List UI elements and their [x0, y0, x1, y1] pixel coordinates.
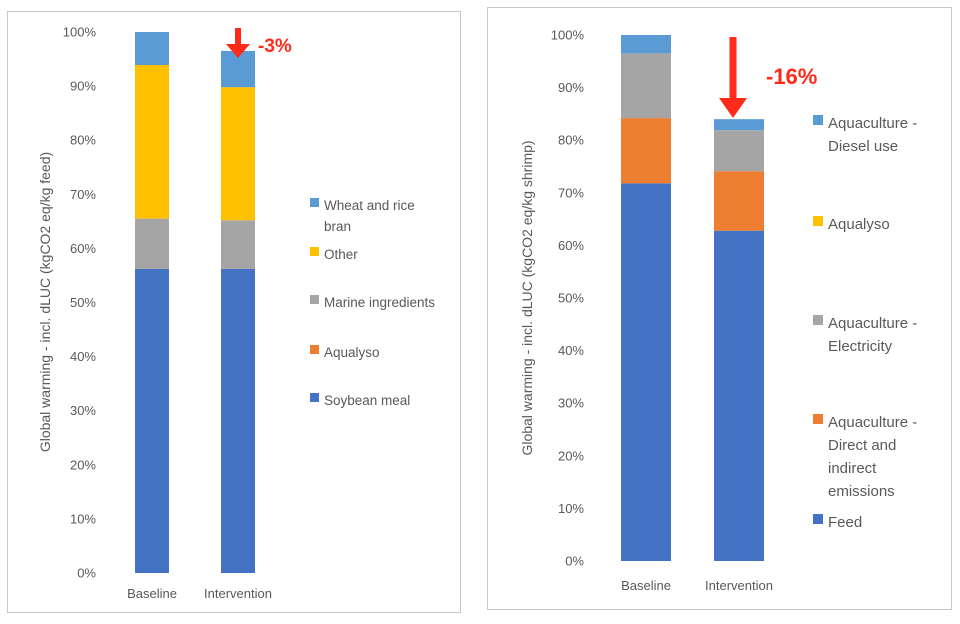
- bar-segment: [135, 218, 169, 269]
- bar-segment: [135, 268, 169, 573]
- legend-label: indirect: [828, 460, 877, 477]
- legend-swatch: [310, 295, 319, 304]
- y-tick-label: 70%: [558, 185, 584, 200]
- chart-left: 0% 10% 20% 30% 40% 50% 60% 70% 80% 90% 100% Global …: [37, 25, 435, 602]
- legend-label: Wheat and rice: [324, 198, 415, 213]
- y-tick-label: 0%: [77, 566, 96, 581]
- y-tick-label: 70%: [70, 187, 96, 202]
- legend-swatch: [310, 198, 319, 207]
- legend-label: Direct and: [828, 437, 896, 454]
- y-tick-label: 90%: [558, 80, 584, 95]
- bar-segment: [621, 53, 671, 119]
- y-tick-label: 50%: [558, 291, 584, 306]
- legend-label: Electricity: [828, 338, 893, 355]
- bar-segment: [621, 35, 671, 54]
- bar-segment: [221, 87, 255, 221]
- y-tick-label: 20%: [558, 448, 584, 463]
- legend-swatch: [310, 345, 319, 354]
- y-tick-label: 30%: [558, 396, 584, 411]
- legend-swatch: [813, 315, 823, 325]
- legend-label: Aquaculture -: [828, 315, 917, 332]
- legend-swatch: [813, 115, 823, 125]
- y-tick-label: 50%: [70, 295, 96, 310]
- legend-swatch: [813, 216, 823, 226]
- bar-segment: [621, 118, 671, 184]
- y-tick-label: 60%: [70, 241, 96, 256]
- y-tick-label: 30%: [70, 403, 96, 418]
- x-tick-label: Baseline: [621, 578, 671, 593]
- y-tick-label: 10%: [558, 501, 584, 516]
- legend-swatch: [310, 247, 319, 256]
- y-tick-label: 100%: [551, 28, 585, 43]
- bar-segment: [621, 183, 671, 561]
- bar-segment: [714, 171, 764, 231]
- y-tick-label: 0%: [565, 554, 584, 569]
- x-tick-label: Baseline: [127, 586, 177, 601]
- y-axis-title: Global warming - incl. dLUC (kgCO2 eq/kg…: [37, 152, 53, 452]
- legend-label: Marine ingredients: [324, 295, 435, 310]
- annotation-label: -16%: [766, 64, 817, 89]
- legend-label: Aqualyso: [828, 216, 890, 233]
- x-tick-label: Intervention: [204, 586, 272, 601]
- legend-label: Soybean meal: [324, 393, 410, 408]
- y-tick-label: 100%: [63, 25, 97, 40]
- bar-segment: [135, 65, 169, 219]
- legend-label: Aquaculture -: [828, 115, 917, 132]
- legend-swatch: [813, 414, 823, 424]
- x-tick-label: Intervention: [705, 578, 773, 593]
- y-tick-label: 20%: [70, 457, 96, 472]
- y-axis-title: Global warming - incl. dLUC (kgCO2 eq/kg…: [519, 140, 535, 455]
- legend-label: Aqualyso: [324, 345, 380, 360]
- legend-swatch: [310, 393, 319, 402]
- bar-segment: [714, 119, 764, 131]
- legend-label: Feed: [828, 514, 862, 531]
- legend-label: emissions: [828, 483, 895, 500]
- annotation-arrow-head: [719, 98, 747, 118]
- y-tick-label: 80%: [558, 133, 584, 148]
- annotation-arrow-shaft: [729, 37, 737, 99]
- y-tick-label: 80%: [70, 133, 96, 148]
- bar-segment: [135, 32, 169, 66]
- annotation-arrow-shaft: [235, 28, 241, 45]
- y-tick-label: 10%: [70, 511, 96, 526]
- legend-label: Other: [324, 247, 358, 262]
- legend-label: bran: [324, 219, 351, 234]
- annotation-arrow-head: [226, 44, 250, 58]
- y-tick-label: 90%: [70, 79, 96, 94]
- bar-segment: [221, 220, 255, 269]
- bar-segment: [714, 230, 764, 561]
- y-tick-label: 60%: [558, 238, 584, 253]
- legend-swatch: [813, 514, 823, 524]
- legend-label: Aquaculture -: [828, 414, 917, 431]
- bar-segment: [714, 130, 764, 172]
- legend-label: Diesel use: [828, 138, 898, 155]
- chart-right: 0% 10% 20% 30% 40% 50% 60% 70% 80% 90% 100% Global …: [519, 28, 917, 594]
- bar-segment: [221, 268, 255, 573]
- annotation-label: -3%: [258, 36, 292, 57]
- y-tick-label: 40%: [558, 343, 584, 358]
- y-tick-label: 40%: [70, 349, 96, 364]
